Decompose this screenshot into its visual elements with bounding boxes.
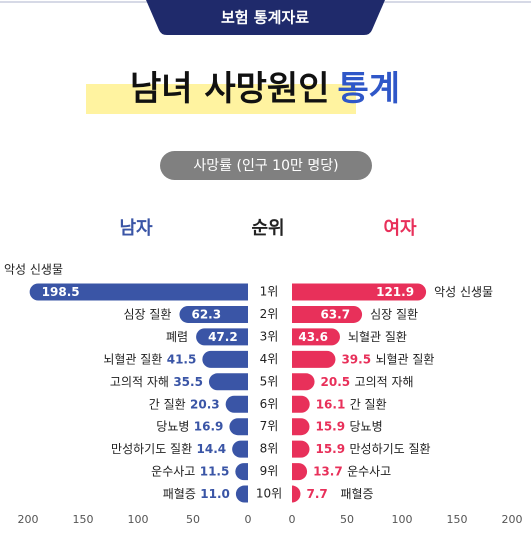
- value-label: 41.5: [167, 352, 197, 366]
- rank-label: 8위: [260, 442, 279, 456]
- value-label: 15.9: [315, 442, 345, 456]
- rank-label: 6위: [260, 397, 279, 411]
- bar: [292, 463, 308, 481]
- bar: [292, 373, 315, 391]
- bar: [235, 485, 248, 503]
- rank-label: 4위: [260, 352, 279, 366]
- bar: [292, 328, 340, 346]
- category-label: 폐렴: [166, 330, 188, 344]
- bar: [179, 305, 248, 323]
- x-tick-label: 100: [128, 513, 149, 526]
- x-tick-label: 150: [447, 513, 468, 526]
- rank-label: 3위: [260, 329, 279, 343]
- bar: [208, 373, 248, 391]
- category-label: 심장 질환: [123, 307, 171, 321]
- category-label: 당뇨병: [349, 420, 382, 434]
- title: 남녀 사망원인 통계: [130, 69, 400, 109]
- value-label: 7.7: [306, 487, 327, 501]
- category-label: 패혈증: [340, 487, 373, 501]
- bar: [229, 418, 248, 436]
- rank-header: 순위: [251, 218, 284, 239]
- value-label: 15.9: [315, 420, 345, 434]
- x-tick-label: 100: [392, 513, 413, 526]
- bar: [292, 350, 336, 368]
- badge-text: 보험 통계자료: [221, 9, 309, 27]
- category-label: 패혈증: [163, 487, 196, 501]
- rank-label: 9위: [260, 464, 279, 478]
- value-label: 63.7: [320, 307, 350, 321]
- category-label: 뇌혈관 질환: [375, 352, 434, 366]
- value-label: 14.4: [197, 442, 227, 456]
- value-label: 35.5: [173, 375, 203, 389]
- category-label: 간 질환: [350, 397, 387, 411]
- title-highlight: [86, 84, 356, 114]
- legend-male: 남자: [119, 218, 153, 239]
- value-label: 16.1: [316, 397, 346, 411]
- value-label: 39.5: [341, 352, 371, 366]
- bar: [29, 283, 249, 301]
- value-label: 121.9: [376, 285, 414, 299]
- category-label: 간 질환: [149, 397, 186, 411]
- bar: [292, 283, 427, 301]
- bar: [292, 305, 363, 323]
- category-label: 고의적 자해: [355, 375, 414, 389]
- bar: [292, 418, 310, 436]
- category-label: 뇌혈관 질환: [103, 352, 162, 366]
- bar: [232, 440, 248, 458]
- category-label: 악성 신생물: [434, 285, 493, 299]
- rank-label: 10위: [256, 487, 282, 501]
- value-label: 20.3: [190, 397, 220, 411]
- category-label: 만성하기도 질환: [111, 442, 192, 456]
- rank-label: 7위: [260, 419, 279, 433]
- value-label: 47.2: [208, 330, 238, 344]
- value-label: 11.0: [200, 487, 230, 501]
- value-label: 43.6: [298, 330, 328, 344]
- category-label: 악성 신생물: [4, 263, 63, 277]
- category-label: 만성하기도 질환: [349, 442, 430, 456]
- value-label: 62.3: [191, 307, 221, 321]
- bar: [202, 350, 248, 368]
- value-label: 20.5: [321, 375, 351, 389]
- x-tick-label: 200: [502, 513, 523, 526]
- value-label: 13.7: [313, 465, 343, 479]
- x-tick-label: 150: [73, 513, 94, 526]
- subtitle: 사망률 (인구 10만 명당): [193, 158, 338, 174]
- x-tick-label: 50: [340, 513, 354, 526]
- legend-female: 여자: [383, 218, 417, 239]
- x-tick-label: 50: [186, 513, 200, 526]
- bar: [292, 485, 301, 503]
- value-label: 198.5: [42, 285, 80, 299]
- category-label: 운수사고: [151, 465, 195, 479]
- bar: [292, 440, 310, 458]
- bar: [292, 395, 310, 413]
- rank-label: 5위: [260, 374, 279, 388]
- bar: [225, 395, 248, 413]
- category-label: 뇌혈관 질환: [348, 330, 407, 344]
- x-tick-label: 0: [289, 513, 296, 526]
- category-label: 운수사고: [347, 465, 391, 479]
- badge-shape: [146, 0, 385, 35]
- bar: [235, 463, 248, 481]
- x-tick-label: 0: [245, 513, 252, 526]
- category-label: 심장 질환: [370, 307, 418, 321]
- category-label: 당뇨병: [156, 420, 189, 434]
- category-label: 고의적 자해: [110, 375, 169, 389]
- x-tick-label: 200: [18, 513, 39, 526]
- title-accent: 통계: [337, 69, 400, 109]
- rank-label: 1위: [260, 285, 279, 299]
- subtitle-pill: [160, 151, 372, 180]
- rank-label: 2위: [260, 307, 279, 321]
- value-label: 16.9: [194, 420, 224, 434]
- title-main: 남녀 사망원인: [130, 69, 330, 109]
- bar: [196, 328, 248, 346]
- value-label: 11.5: [200, 465, 230, 479]
